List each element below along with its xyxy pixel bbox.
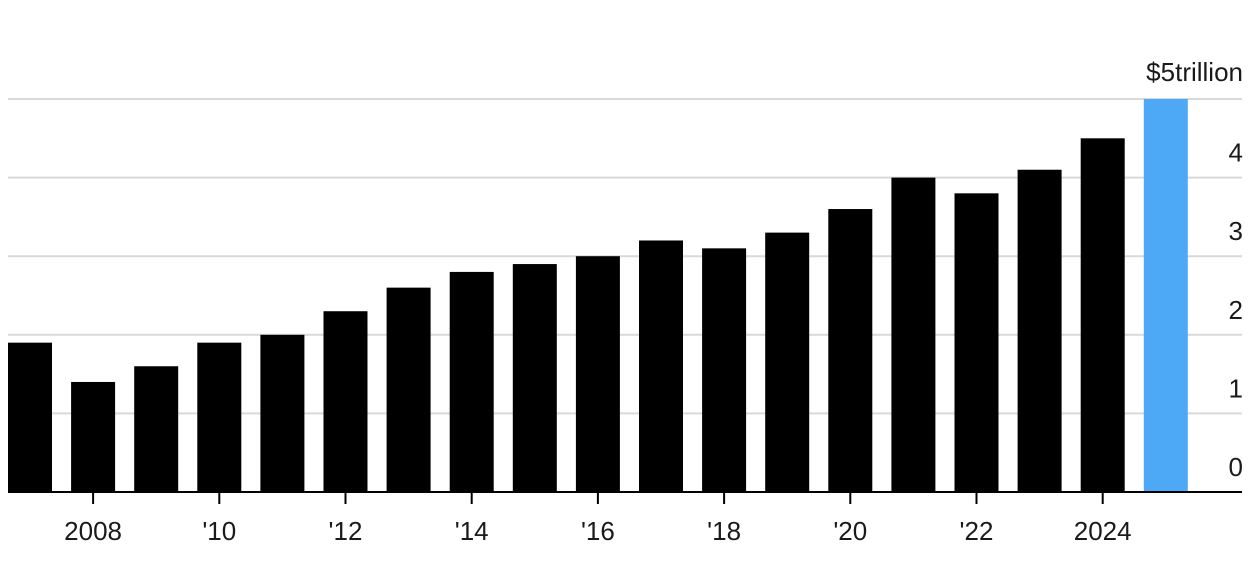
- bar: [197, 342, 242, 492]
- x-tick-label: 2024: [1074, 516, 1132, 546]
- x-tick-label: '20: [833, 516, 867, 546]
- bar-highlight: [1143, 99, 1188, 492]
- x-tick-label: '22: [960, 516, 994, 546]
- x-axis: 2008 '10 '12 '14 '16 '18 '20 '22 2024: [8, 491, 1242, 546]
- x-tick-label: '18: [707, 516, 741, 546]
- bar: [260, 334, 305, 492]
- bar: [828, 209, 873, 493]
- bar: [954, 193, 999, 492]
- x-tick-label: '16: [581, 516, 615, 546]
- bar: [323, 311, 368, 492]
- y-tick-label: 4: [1229, 138, 1243, 168]
- y-axis-unit-label: $5trillion: [1146, 57, 1243, 87]
- y-tick-label: 0: [1229, 452, 1243, 482]
- bars: [8, 99, 1188, 493]
- x-tick-label: '10: [202, 516, 236, 546]
- x-tick-label: 2008: [64, 516, 122, 546]
- y-axis: 0 1 2 3 4: [1229, 138, 1243, 482]
- bar: [1080, 138, 1125, 493]
- bar: [702, 248, 747, 492]
- bar: [449, 271, 494, 492]
- y-tick-label: 1: [1229, 373, 1243, 403]
- bar: [512, 264, 557, 492]
- bar: [575, 256, 620, 492]
- x-tick-label: '12: [329, 516, 363, 546]
- bar: [386, 287, 431, 492]
- x-tick-label: '14: [455, 516, 489, 546]
- bar: [134, 366, 179, 492]
- bar: [1017, 169, 1062, 493]
- y-tick-label: 2: [1229, 295, 1243, 325]
- bar: [765, 232, 810, 492]
- bar: [71, 381, 116, 492]
- bar: [891, 177, 936, 492]
- bar: [8, 342, 52, 492]
- y-tick-label: 3: [1229, 216, 1243, 246]
- bar: [639, 240, 683, 492]
